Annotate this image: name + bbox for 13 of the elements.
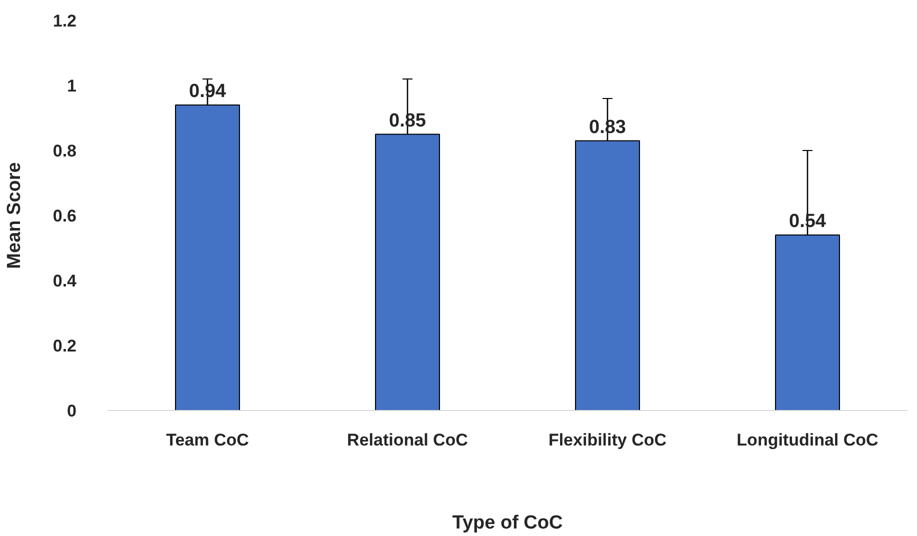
y-tick-label: 1.2 <box>52 12 77 30</box>
y-tick-label: 0.2 <box>52 336 77 356</box>
x-tick-label: Team CoC <box>166 430 249 450</box>
y-tick-label: 0.4 <box>52 272 78 290</box>
x-axis-title: Type of CoC <box>452 512 564 534</box>
y-tick-label: 0 <box>67 402 77 420</box>
x-tick-label: Flexibility CoC <box>548 430 667 450</box>
y-tick-label: 0.6 <box>52 206 77 226</box>
x-tick-label: Longitudinal CoC <box>736 430 878 450</box>
y-tick-label: 0.8 <box>52 142 77 160</box>
x-tick-label: Relational CoC <box>347 430 468 450</box>
y-axis-title: Mean Score <box>4 162 25 269</box>
y-tick-label: 1 <box>67 76 77 96</box>
